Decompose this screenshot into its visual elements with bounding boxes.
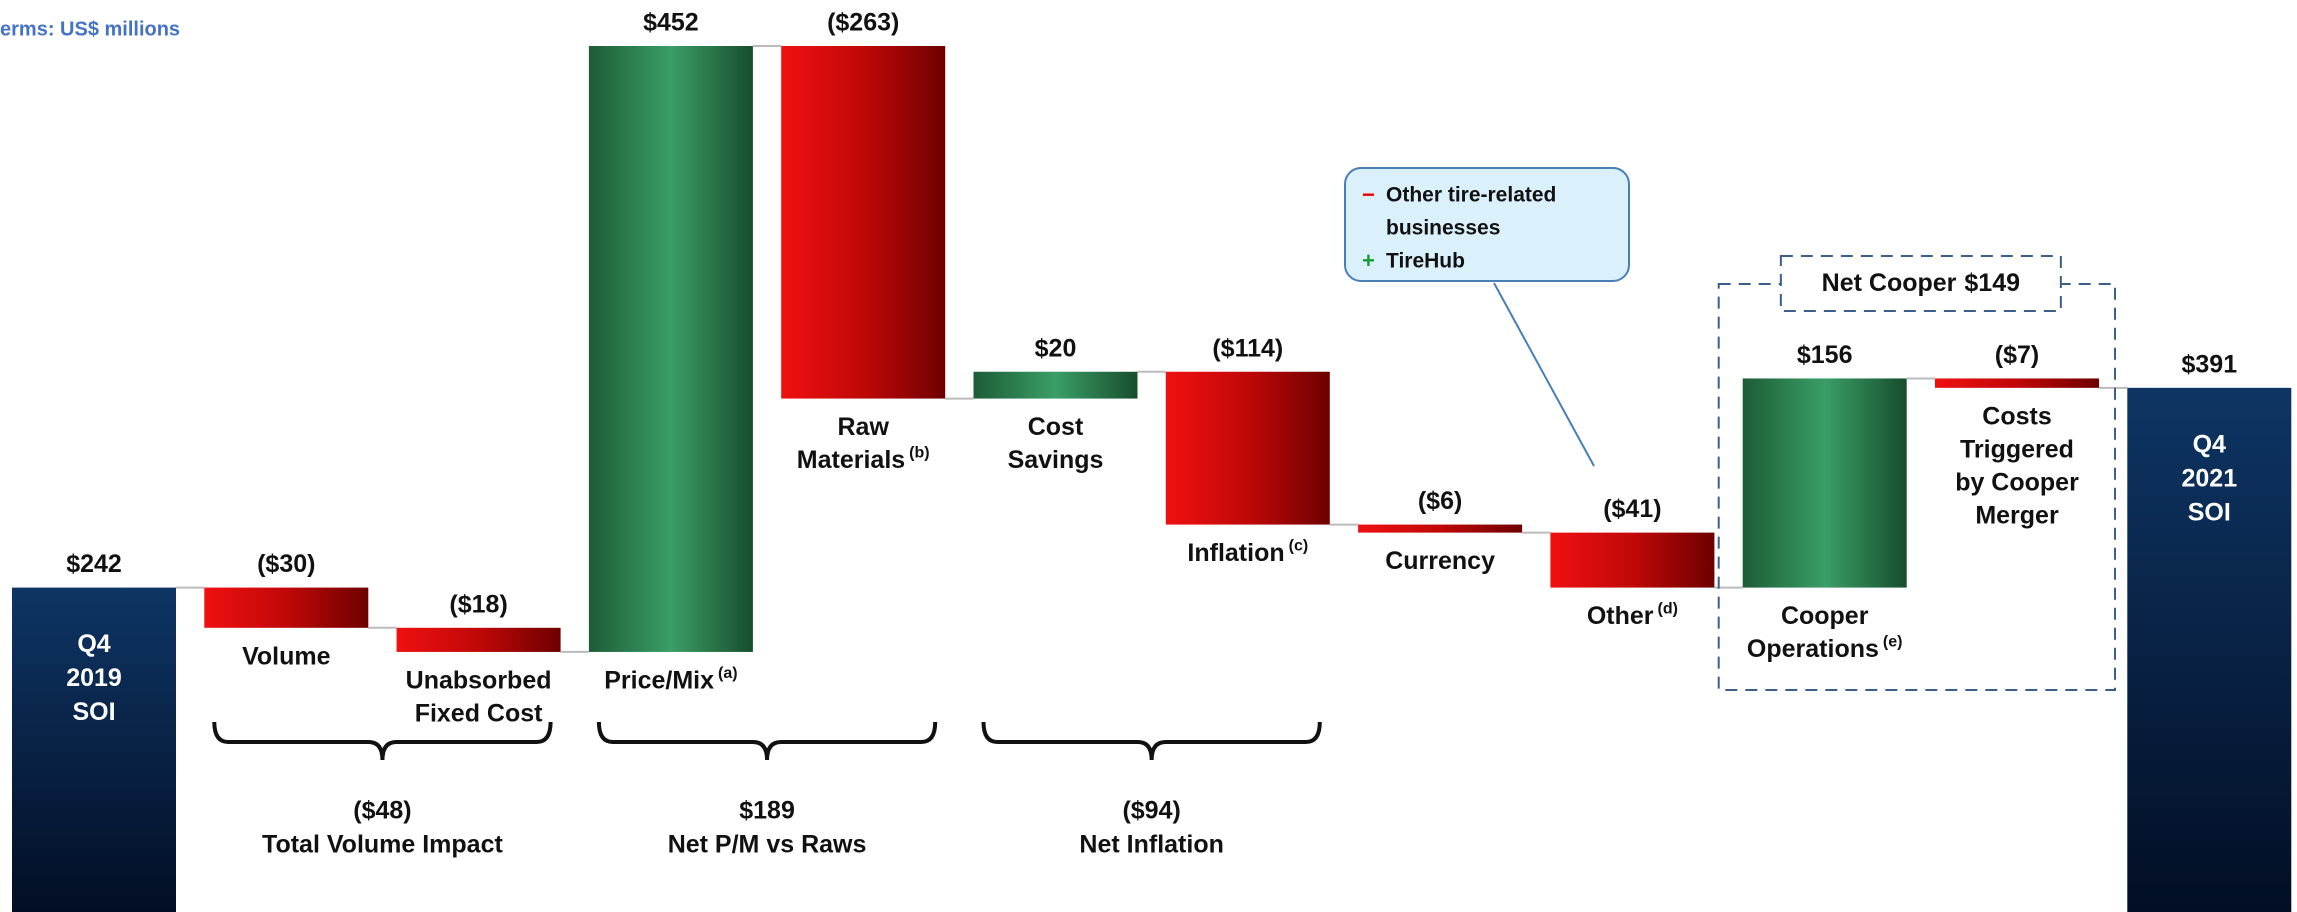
value-label: $20 xyxy=(1035,334,1077,362)
value-label: ($41) xyxy=(1603,495,1661,523)
category-label: Merger xyxy=(1975,501,2059,529)
category-label: Materials (b) xyxy=(797,445,930,474)
category-label: Cost xyxy=(1028,413,1084,441)
group-label: Total Volume Impact xyxy=(262,831,503,859)
bar xyxy=(2127,387,2292,912)
category-label: 2019 xyxy=(66,664,122,692)
value-label: $242 xyxy=(66,550,122,578)
value-label: $452 xyxy=(643,9,699,37)
category-note: (e) xyxy=(1883,634,1903,651)
category-label: 2021 xyxy=(2181,464,2237,492)
bar xyxy=(781,46,946,399)
value-label: ($7) xyxy=(1995,341,2039,369)
group-label-name: Net Cooper xyxy=(1822,269,1957,297)
category-note: (c) xyxy=(1289,538,1309,555)
category-label: Currency xyxy=(1385,547,1495,575)
category-label: by Cooper xyxy=(1955,468,2079,496)
group-label: Net Cooper $149 xyxy=(1822,269,2020,297)
value-label: $391 xyxy=(2181,350,2237,378)
category-label: Other (d) xyxy=(1587,601,1678,630)
category-label: Costs xyxy=(1982,402,2051,430)
category-label: Triggered xyxy=(1960,435,2074,463)
group-bracket xyxy=(596,721,938,761)
value-label: $156 xyxy=(1797,341,1853,369)
bar xyxy=(204,587,369,628)
value-label: ($18) xyxy=(449,590,507,618)
bar xyxy=(1165,371,1330,525)
group-bracket xyxy=(212,721,553,761)
callout-text: TireHub xyxy=(1386,250,1465,273)
category-label: Q4 xyxy=(77,630,110,658)
category-label: Cooper xyxy=(1781,602,1869,630)
group-label: Net P/M vs Raws xyxy=(668,831,867,859)
category-label: Volume xyxy=(242,642,331,670)
category-label: Savings xyxy=(1008,446,1104,474)
group-value: $149 xyxy=(1964,269,2020,297)
value-label: ($114) xyxy=(1212,334,1283,362)
callout-sign: + xyxy=(1362,248,1375,273)
category-label: Price/Mix (a) xyxy=(604,665,737,694)
bar xyxy=(588,46,753,652)
group-label: Net Inflation xyxy=(1079,831,1223,859)
callout-box xyxy=(1344,167,1630,282)
category-note: (d) xyxy=(1658,601,1678,618)
category-label: Operations (e) xyxy=(1747,634,1903,663)
bar xyxy=(1358,524,1523,533)
value-label: ($6) xyxy=(1418,487,1462,515)
bar xyxy=(1742,378,1907,588)
bar xyxy=(1935,378,2099,388)
category-label: Raw xyxy=(837,413,889,441)
bar xyxy=(973,371,1138,399)
callout-text: Other tire-related xyxy=(1386,184,1556,207)
callout-pointer xyxy=(1493,282,1595,467)
bar xyxy=(12,587,176,912)
category-note: (b) xyxy=(909,445,929,462)
category-note: (a) xyxy=(718,665,738,682)
group-bracket xyxy=(981,721,1322,761)
group-value: ($48) xyxy=(353,797,411,825)
category-label: Inflation (c) xyxy=(1187,538,1308,567)
units-note: erms: US$ millions xyxy=(0,18,180,40)
group-box xyxy=(1717,283,2116,691)
bar xyxy=(1550,532,1715,588)
value-label: ($30) xyxy=(257,550,315,578)
category-label: Q4 xyxy=(2193,430,2226,458)
category-label: Unabsorbed xyxy=(406,667,552,695)
category-label: SOI xyxy=(2188,498,2231,526)
callout-text: businesses xyxy=(1386,217,1500,240)
group-value: ($94) xyxy=(1122,797,1180,825)
callout-sign: − xyxy=(1362,182,1375,207)
group-title-box xyxy=(1779,255,2062,312)
bar xyxy=(396,627,561,652)
category-label: Fixed Cost xyxy=(415,700,543,728)
group-value: $189 xyxy=(739,797,795,825)
value-label: ($263) xyxy=(827,9,899,37)
category-label: SOI xyxy=(72,698,115,726)
